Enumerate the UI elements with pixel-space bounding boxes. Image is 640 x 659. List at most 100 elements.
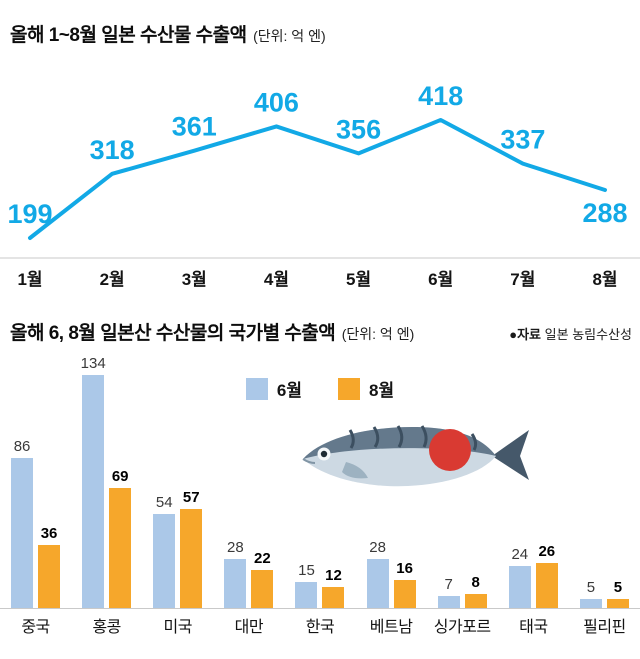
- legend: 6월 8월: [0, 376, 640, 401]
- x-tick-label: 3월: [182, 270, 207, 289]
- bar-chart-title-row: 올해 6, 8월 일본산 수산물의 국가별 수출액 (단위: 억 엔) ●자료 …: [10, 318, 632, 345]
- fish-stripe: [470, 433, 478, 451]
- bar-aug-5: 16: [393, 560, 416, 608]
- fish-pupil: [320, 450, 328, 458]
- bar-chart-title-group: 올해 6, 8월 일본산 수산물의 국가별 수출액 (단위: 억 엔): [10, 318, 414, 345]
- bar-value-label: 57: [182, 489, 200, 506]
- legend-label-june: 6월: [276, 381, 302, 400]
- line-value-label: 337: [500, 125, 545, 155]
- bar-category-label: 한국: [305, 619, 335, 636]
- bar-value-label: 7: [444, 576, 453, 593]
- bar-category-label: 미국: [163, 619, 193, 636]
- bar-value-label: 24: [511, 546, 529, 563]
- line-chart: 199 318 361 406 356 418 337 288 1월 2월 3월 4월 5월 6월 7월 8월: [0, 81, 640, 289]
- bar-jun-2: 54: [153, 494, 176, 608]
- bar-category-label: 대만: [234, 619, 264, 636]
- bar-aug-6: 8: [464, 574, 487, 608]
- line-chart-title: 올해 1~8월 일본 수산물 수출액: [10, 25, 247, 46]
- bar-aug-4: 12: [322, 567, 345, 608]
- line-series: [28, 117, 607, 240]
- bar-value-label: 54: [155, 494, 173, 511]
- fish-stripe: [396, 425, 404, 448]
- line-value-label: 418: [418, 81, 463, 111]
- bar-chart-title: 올해 6, 8월 일본산 수산물의 국가별 수출액: [10, 323, 336, 344]
- bar-category-label: 필리핀: [583, 619, 626, 636]
- source-name: 일본 농림수산성: [544, 327, 632, 342]
- line-chart-unit: (단위: 억 엔): [253, 28, 326, 44]
- x-tick-label: 8월: [592, 270, 617, 289]
- bar-jun-3: 28: [224, 539, 247, 608]
- bar-value-label: 134: [80, 355, 106, 372]
- bar-aug-8: 5: [606, 579, 629, 608]
- fish-tail: [492, 430, 529, 480]
- legend-item-august: 8월: [338, 376, 394, 401]
- bar-value-label: 28: [227, 539, 244, 556]
- x-tick-label: 4월: [264, 270, 289, 289]
- bar-aug-3: 22: [251, 550, 274, 608]
- bar-aug-0: 36: [38, 525, 61, 608]
- fish-stripe: [420, 425, 428, 448]
- bar-group-3: 28 22: [213, 539, 284, 608]
- bar-chart-unit: (단위: 억 엔): [341, 326, 415, 342]
- line-value-label: 406: [254, 87, 299, 117]
- x-tick-label: 5월: [346, 270, 371, 289]
- x-tick-label: 1월: [17, 270, 42, 289]
- bar-group-0: 86 36: [0, 438, 71, 608]
- line-value-label: 318: [90, 135, 135, 165]
- line-value-label: 361: [172, 112, 217, 142]
- fish-stripe: [348, 429, 355, 449]
- line-chart-title-row: 올해 1~8월 일본 수산물 수출액 (단위: 억 엔): [10, 20, 326, 47]
- bar-category-label: 태국: [519, 619, 548, 636]
- bar-category-label: 싱가포르: [433, 619, 491, 636]
- japan-flag-circle: [429, 429, 471, 471]
- line-value-label: 199: [7, 199, 52, 229]
- bar-value-label: 26: [538, 543, 556, 560]
- bar-jun-4: 15: [295, 562, 318, 608]
- fish-stripe: [372, 426, 380, 448]
- fish-illustration: [302, 425, 529, 487]
- bar-jun-6: 7: [437, 576, 460, 608]
- legend-swatch-june: [245, 377, 268, 400]
- source-note: ●자료 일본 농림수산성: [509, 324, 632, 343]
- fish-mouth: [302, 458, 316, 464]
- bar-jun-0: 86: [11, 438, 34, 608]
- legend-swatch-august: [338, 377, 360, 400]
- bar-group-5: 28 16: [356, 539, 427, 608]
- x-tick-label: 2월: [100, 270, 125, 289]
- legend-label-august: 8월: [369, 381, 395, 400]
- bar-category-label: 홍콩: [92, 619, 121, 636]
- bar-jun-1: 134: [81, 355, 106, 608]
- x-tick-label: 7월: [510, 270, 535, 289]
- bar-group-7: 24 26: [498, 543, 569, 608]
- bar-value-label: 5: [586, 579, 596, 596]
- line-value-label: 356: [336, 114, 381, 144]
- bar-value-label: 86: [13, 438, 31, 455]
- bar-aug-1: 69: [109, 468, 132, 608]
- bar-value-label: 5: [613, 579, 623, 596]
- bar-value-label: 16: [396, 560, 413, 577]
- bar-value-label: 22: [254, 550, 271, 567]
- bar-value-label: 69: [111, 468, 129, 485]
- bar-value-label: 15: [298, 562, 315, 579]
- bar-group-4: 15 12: [284, 562, 355, 608]
- legend-item-june: 6월: [245, 376, 302, 401]
- bar-value-label: 12: [325, 567, 342, 584]
- bar-aug-7: 26: [535, 543, 558, 608]
- bar-group-1: 134 69: [71, 355, 142, 608]
- line-value-label: 288: [582, 198, 627, 228]
- source-label: ●자료: [509, 327, 542, 342]
- bar-category-label: 베트남: [369, 619, 413, 636]
- bar-group-2: 54 57: [142, 489, 213, 608]
- x-tick-label: 6월: [428, 270, 453, 289]
- bar-aug-2: 57: [180, 489, 203, 608]
- bar-jun-7: 24: [508, 546, 531, 608]
- bar-categories: 중국 홍콩 미국 대만 한국 베트남 싱가포르 태국 필리핀: [0, 613, 640, 637]
- bar-jun-5: 28: [366, 539, 389, 608]
- bar-jun-8: 5: [579, 579, 602, 608]
- bar-value-label: 8: [471, 574, 480, 591]
- bar-value-label: 28: [369, 539, 386, 556]
- bar-chart: 86 36 134 69 54 57 28 22 15 12 28 16 7 8 24 26 5 5: [0, 355, 640, 609]
